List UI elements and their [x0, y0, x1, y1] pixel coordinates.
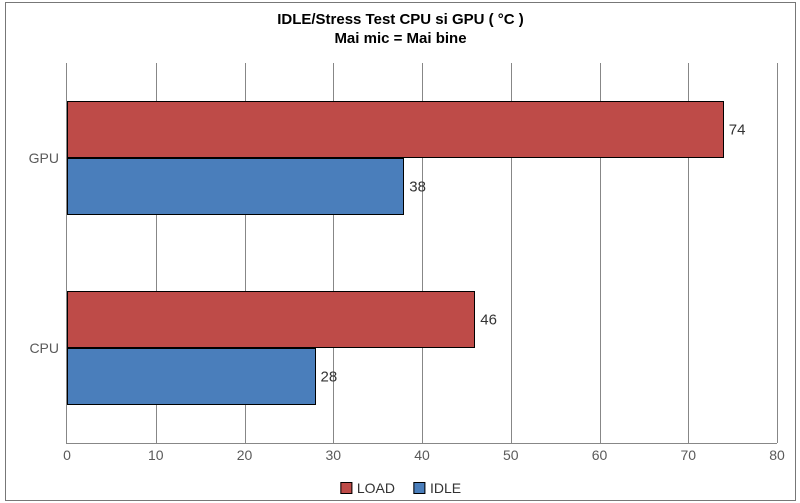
- bar-cpu-load: 46: [67, 291, 475, 348]
- chart-frame: IDLE/Stress Test CPU si GPU ( °C ) Mai m…: [5, 2, 796, 501]
- x-tick-label: 60: [592, 447, 608, 463]
- x-tick-label: 10: [148, 447, 164, 463]
- y-category-label-cpu: CPU: [29, 340, 59, 356]
- bar-gpu-load: 74: [67, 101, 724, 158]
- legend-swatch-idle: [413, 482, 425, 494]
- bar-value-gpu-idle: 38: [409, 178, 426, 195]
- x-tick-label: 0: [63, 447, 71, 463]
- bar-value-gpu-load: 74: [729, 121, 746, 138]
- x-tick-label: 50: [503, 447, 519, 463]
- x-tick-label: 70: [680, 447, 696, 463]
- legend: LOAD IDLE: [340, 480, 461, 496]
- x-tick-label: 40: [414, 447, 430, 463]
- legend-item-idle: IDLE: [413, 480, 461, 496]
- x-tick-label: 20: [237, 447, 253, 463]
- bar-cpu-idle: 28: [67, 348, 316, 405]
- chart-title-line1: IDLE/Stress Test CPU si GPU ( °C ): [6, 11, 795, 30]
- bar-value-cpu-load: 46: [480, 311, 497, 328]
- gridline: [777, 63, 778, 443]
- bar-value-cpu-idle: 28: [321, 368, 338, 385]
- plot-area: 01020304050607080GPUCPU74384628: [66, 63, 777, 444]
- legend-item-load: LOAD: [340, 480, 395, 496]
- x-tick-label: 80: [769, 447, 785, 463]
- chart-title: IDLE/Stress Test CPU si GPU ( °C ) Mai m…: [6, 11, 795, 49]
- legend-swatch-load: [340, 482, 352, 494]
- chart-title-line2: Mai mic = Mai bine: [6, 30, 795, 49]
- y-category-label-gpu: GPU: [29, 150, 59, 166]
- legend-label-load: LOAD: [357, 480, 395, 496]
- legend-label-idle: IDLE: [430, 480, 461, 496]
- bar-gpu-idle: 38: [67, 158, 404, 215]
- x-tick-label: 30: [325, 447, 341, 463]
